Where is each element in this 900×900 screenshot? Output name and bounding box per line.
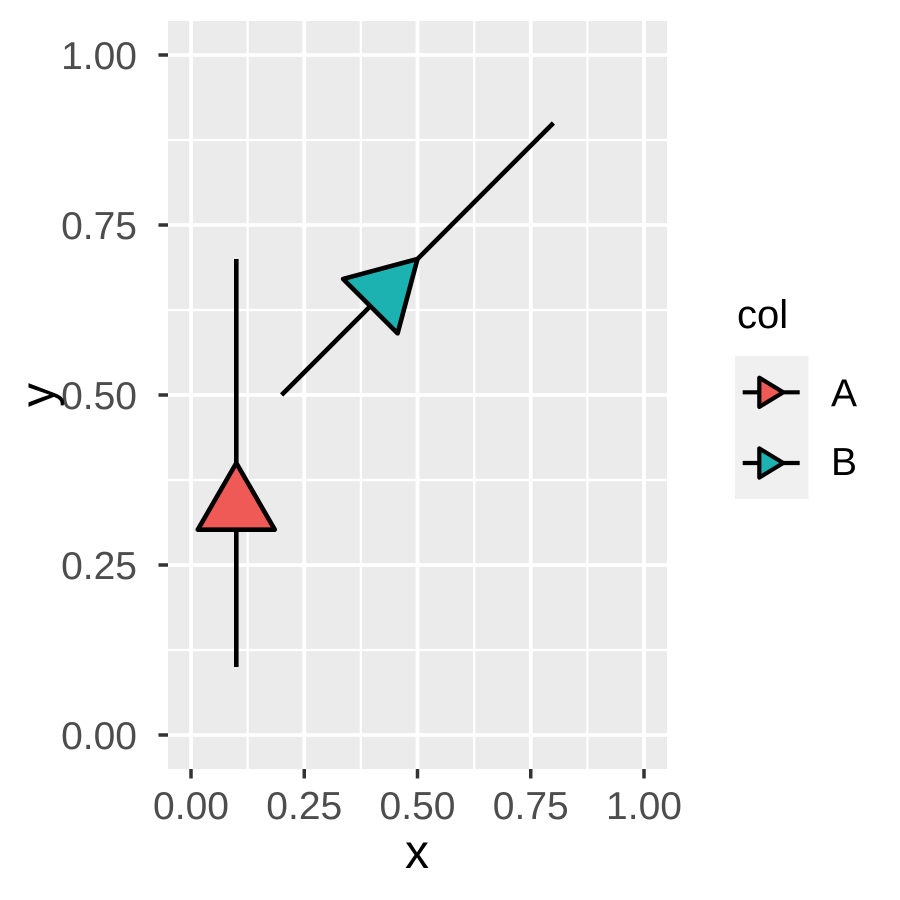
- axis-ticks: 0.00 0.25 0.50 0.75 1.00 0.00 0.25 0.50 0.75 1.00: [61, 35, 682, 828]
- x-tick-label: 0.00: [153, 785, 229, 828]
- y-tick-label: 1.00: [61, 35, 137, 78]
- legend-glyph-arrow-B: [757, 446, 786, 480]
- legend-label-B: B: [831, 441, 857, 484]
- x-tick-label: 1.00: [606, 785, 682, 828]
- y-tick-label: 0.75: [61, 205, 137, 248]
- x-tick-label: 0.50: [380, 785, 456, 828]
- x-axis-title: x: [405, 826, 429, 879]
- legend-label-A: A: [831, 373, 857, 416]
- legend-title: col: [737, 293, 788, 337]
- x-tick-label: 0.25: [266, 785, 342, 828]
- arrowhead-A: [195, 460, 278, 532]
- arrowhead-B: [340, 256, 420, 336]
- y-tick-label: 0.25: [61, 545, 137, 588]
- y-tick-label: 0.50: [61, 375, 137, 418]
- y-tick-label: 0.00: [61, 715, 137, 758]
- data-arrows: [195, 121, 556, 667]
- x-tick-label: 0.75: [493, 785, 569, 828]
- legend-key-glyphs: [742, 375, 800, 480]
- legend: col A B: [735, 293, 857, 499]
- y-axis-title: y: [12, 383, 65, 407]
- gridlines: [168, 21, 667, 769]
- legend-glyph-arrow-A: [757, 375, 786, 409]
